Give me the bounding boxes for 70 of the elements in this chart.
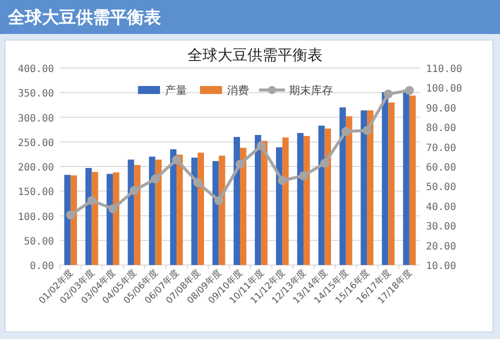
y-tick-label: 350.00 — [18, 88, 54, 100]
bar — [346, 116, 352, 265]
point — [214, 196, 224, 206]
bar — [276, 147, 282, 265]
y2-tick-label: 110.00 — [426, 64, 462, 75]
y-tick-label: 100.00 — [18, 212, 54, 223]
y2-tick-label: 10.00 — [426, 261, 456, 272]
bar — [148, 156, 156, 265]
bar — [234, 136, 240, 265]
bar — [85, 168, 92, 265]
bar — [282, 137, 289, 265]
y2-tick-label: 40.00 — [426, 202, 456, 213]
point — [236, 160, 244, 169]
bar — [318, 126, 325, 265]
bar — [212, 161, 219, 265]
legend-label: 消费 — [227, 84, 249, 97]
point — [278, 176, 287, 185]
bar — [382, 92, 388, 265]
point — [256, 141, 266, 150]
y2-tick-label: 30.00 — [426, 222, 456, 233]
y-tick-label: 0.00 — [30, 261, 54, 272]
y-tick-label: 50.00 — [24, 236, 54, 248]
bar — [409, 96, 416, 265]
y-tick-label: 250.00 — [18, 138, 54, 149]
bar — [340, 107, 346, 265]
bar — [106, 174, 113, 265]
bar — [240, 148, 246, 265]
bar — [324, 128, 332, 265]
bar — [367, 110, 374, 265]
bar — [403, 90, 410, 265]
point — [172, 155, 181, 164]
bar — [64, 174, 71, 265]
legend-label: 产量 — [165, 84, 187, 97]
y2-tick-label: 60.00 — [426, 162, 456, 174]
legend-label: 期末库存 — [289, 84, 333, 97]
text: 全球大豆供需平衡表 — [7, 8, 162, 28]
point — [150, 174, 160, 184]
y-tick-label: 150.00 — [18, 187, 54, 198]
point — [130, 186, 139, 196]
point — [108, 204, 118, 214]
point — [341, 126, 350, 136]
point — [362, 126, 372, 135]
bar — [112, 172, 120, 265]
point — [66, 210, 76, 220]
y2-tick-label: 90.00 — [426, 103, 456, 114]
point — [384, 90, 393, 99]
bar — [70, 175, 77, 265]
y2-tick-label: 20.00 — [426, 241, 456, 252]
bar — [388, 102, 395, 265]
point — [193, 178, 202, 187]
point — [404, 86, 414, 95]
bar — [297, 133, 304, 265]
chart-title: 全球大豆供需平衡表 — [188, 46, 322, 64]
bar — [198, 152, 204, 265]
y-tick-label: 400.00 — [18, 64, 54, 75]
y-tick-label: 300.00 — [18, 113, 54, 124]
y2-tick-label: 100.00 — [426, 84, 462, 95]
y2-tick-label: 80.00 — [426, 123, 456, 134]
point — [299, 171, 308, 180]
point — [87, 196, 96, 206]
point — [320, 158, 330, 168]
bar — [360, 110, 368, 265]
bar — [261, 140, 268, 265]
bar — [170, 149, 176, 265]
bar — [134, 165, 140, 265]
bar — [304, 136, 310, 265]
y2-tick-label: 50.00 — [426, 182, 456, 194]
bar — [176, 154, 183, 265]
y2-tick-label: 70.00 — [426, 142, 456, 154]
y-tick-label: 200.00 — [18, 162, 54, 174]
